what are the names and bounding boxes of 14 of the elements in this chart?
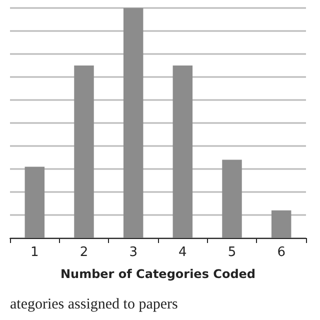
bar — [123, 8, 144, 238]
x-tick-label: 5 — [228, 245, 236, 260]
bar — [271, 210, 292, 238]
x-tick-label: 4 — [178, 245, 187, 260]
bar — [222, 160, 242, 238]
x-tick-label: 2 — [80, 245, 88, 260]
bar — [74, 66, 94, 238]
bar — [24, 166, 45, 238]
x-tick-label: 3 — [129, 245, 138, 260]
bar — [172, 66, 193, 238]
x-tick-label: 1 — [30, 245, 39, 260]
text: ategories assigned to papers — [10, 296, 178, 312]
x-axis-title: Number of Categories Coded — [60, 267, 256, 281]
x-tick-label: 6 — [277, 245, 286, 260]
